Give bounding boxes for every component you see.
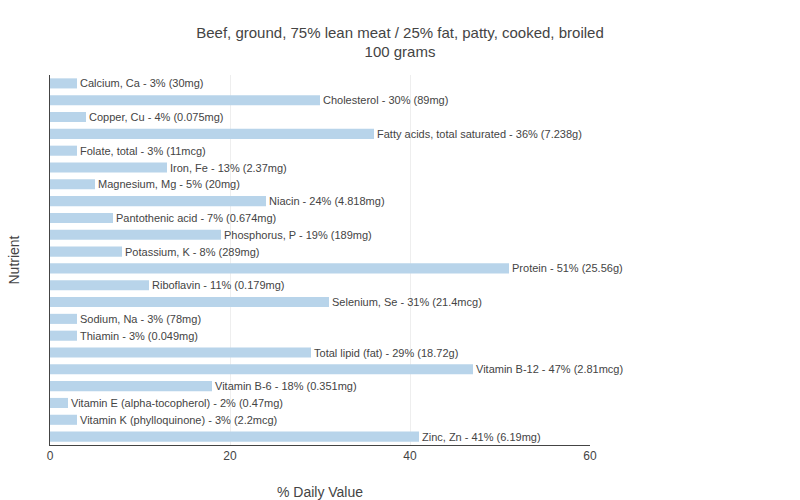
svg-text:Phosphorus, P - 19% (189mg): Phosphorus, P - 19% (189mg) — [224, 229, 372, 241]
svg-text:Sodium, Na - 3% (78mg): Sodium, Na - 3% (78mg) — [80, 313, 201, 325]
svg-text:Selenium, Se - 31% (21.4mcg): Selenium, Se - 31% (21.4mcg) — [332, 296, 482, 308]
svg-text:% Daily Value: % Daily Value — [277, 484, 363, 500]
svg-text:Beef, ground, 75% lean meat /: Beef, ground, 75% lean meat / 25% fat, p… — [196, 24, 603, 61]
svg-text:20: 20 — [223, 449, 237, 463]
svg-text:Magnesium, Mg - 5% (20mg): Magnesium, Mg - 5% (20mg) — [98, 178, 240, 190]
svg-text:Vitamin E (alpha-tocopherol) -: Vitamin E (alpha-tocopherol) - 2% (0.47m… — [71, 397, 283, 409]
svg-text:Iron, Fe - 13% (2.37mg): Iron, Fe - 13% (2.37mg) — [170, 162, 287, 174]
svg-text:Niacin - 24% (4.818mg): Niacin - 24% (4.818mg) — [269, 195, 385, 207]
svg-text:40: 40 — [403, 449, 417, 463]
svg-text:Pantothenic acid - 7% (0.674mg: Pantothenic acid - 7% (0.674mg) — [116, 212, 276, 224]
svg-text:Vitamin K (phylloquinone) - 3%: Vitamin K (phylloquinone) - 3% (2.2mcg) — [80, 414, 277, 426]
svg-text:Vitamin B-12 - 47% (2.81mcg): Vitamin B-12 - 47% (2.81mcg) — [476, 363, 623, 375]
svg-text:Total lipid (fat) - 29% (18.72: Total lipid (fat) - 29% (18.72g) — [314, 347, 458, 359]
svg-text:Copper, Cu - 4% (0.075mg): Copper, Cu - 4% (0.075mg) — [89, 111, 224, 123]
svg-text:Folate, total - 3% (11mcg): Folate, total - 3% (11mcg) — [80, 145, 206, 157]
svg-text:0: 0 — [47, 449, 54, 463]
svg-text:Protein - 51% (25.56g): Protein - 51% (25.56g) — [512, 262, 623, 274]
svg-text:Riboflavin - 11% (0.179mg): Riboflavin - 11% (0.179mg) — [152, 279, 284, 291]
svg-text:Cholesterol - 30% (89mg): Cholesterol - 30% (89mg) — [323, 94, 448, 106]
svg-text:60: 60 — [583, 449, 597, 463]
svg-text:Thiamin - 3% (0.049mg): Thiamin - 3% (0.049mg) — [80, 330, 198, 342]
svg-text:Vitamin B-6 - 18% (0.351mg): Vitamin B-6 - 18% (0.351mg) — [215, 380, 357, 392]
svg-text:Nutrient: Nutrient — [6, 235, 22, 284]
svg-text:Fatty acids, total saturated -: Fatty acids, total saturated - 36% (7.23… — [377, 128, 582, 140]
svg-text:Zinc, Zn - 41% (6.19mg): Zinc, Zn - 41% (6.19mg) — [422, 431, 541, 443]
svg-text:Potassium, K - 8% (289mg): Potassium, K - 8% (289mg) — [125, 246, 260, 258]
svg-text:Calcium, Ca - 3% (30mg): Calcium, Ca - 3% (30mg) — [80, 77, 203, 89]
